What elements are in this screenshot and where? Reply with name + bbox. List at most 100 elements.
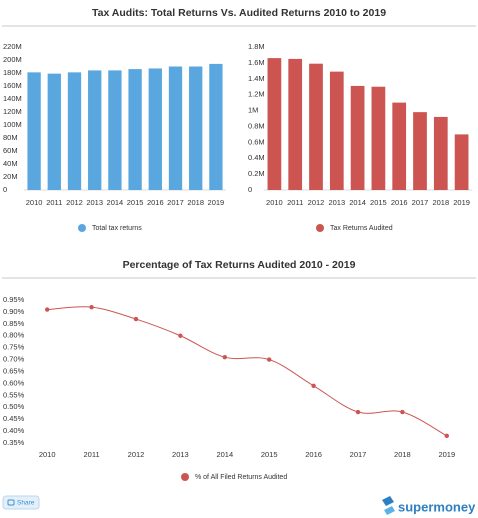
- x-tick-label: 2013: [328, 198, 345, 207]
- legend-marker: [181, 473, 189, 481]
- point: [89, 304, 94, 310]
- point: [400, 409, 405, 415]
- bar: [454, 134, 469, 190]
- point: [355, 409, 361, 415]
- x-tick-label: 2016: [391, 198, 408, 207]
- y-tick-label: 1.2M: [248, 90, 265, 99]
- x-tick-label: 2016: [305, 450, 322, 459]
- x-tick-label: 2019: [208, 198, 225, 207]
- y-tick-label: 1.8M: [248, 42, 265, 51]
- y-tick-label: 0.75%: [3, 343, 25, 352]
- bar: [209, 63, 223, 190]
- share-button[interactable]: Share: [2, 495, 40, 510]
- x-tick-label: 2010: [266, 198, 283, 207]
- chart-title: Percentage of Tax Returns Audited 2010 -…: [123, 259, 356, 271]
- y-tick-label: 220M: [3, 42, 22, 51]
- y-tick-label: 0.80%: [3, 331, 25, 340]
- x-tick-label: 2011: [46, 198, 62, 207]
- bar: [433, 116, 448, 190]
- point: [222, 355, 227, 360]
- x-tick-label: 2015: [127, 198, 144, 207]
- y-tick-label: 0.40%: [3, 426, 25, 435]
- point: [267, 357, 272, 362]
- y-tick-label: 40M: [3, 159, 18, 168]
- y-tick-label: 0.35%: [3, 438, 25, 447]
- bar: [27, 72, 41, 190]
- point: [178, 333, 183, 338]
- x-tick-label: 2012: [128, 450, 145, 459]
- y-tick-label: 0.8M: [248, 121, 265, 130]
- x-tick-label: 2014: [216, 450, 233, 459]
- y-tick-label: 0.6M: [248, 137, 265, 146]
- x-tick-label: 2018: [394, 450, 411, 459]
- x-tick-label: 2013: [172, 450, 189, 459]
- y-tick-label: 0.2M: [248, 169, 265, 178]
- logo-mark: [382, 496, 394, 506]
- y-tick-label: 160M: [3, 81, 22, 90]
- bar: [47, 73, 61, 190]
- y-tick-label: 0.4M: [248, 153, 265, 162]
- bar: [168, 66, 183, 190]
- share-box[interactable]: [2, 495, 40, 510]
- x-tick-label: 2017: [350, 450, 367, 459]
- legend-marker: [78, 224, 86, 232]
- y-tick-label: 0.90%: [3, 307, 25, 316]
- main-title: Tax Audits: Total Returns Vs. Audited Re…: [92, 7, 386, 19]
- x-tick-label: 2013: [86, 198, 103, 207]
- bar: [267, 58, 282, 190]
- x-tick-label: 2014: [107, 198, 124, 207]
- x-tick-label: 2018: [187, 198, 204, 207]
- x-tick-label: 2017: [167, 198, 184, 207]
- y-tick-label: 1M: [248, 106, 258, 115]
- x-tick-label: 2018: [432, 198, 449, 207]
- y-tick-label: 0: [248, 185, 252, 194]
- brand-name[interactable]: supermoney: [398, 499, 476, 514]
- y-tick-label: 20M: [3, 172, 18, 181]
- x-tick-label: 2010: [26, 198, 43, 207]
- bar: [309, 63, 323, 190]
- legend-label: Tax Returns Audited: [330, 225, 393, 232]
- bar: [350, 85, 365, 190]
- bar: [67, 72, 82, 190]
- y-tick-label: 0.60%: [3, 378, 25, 387]
- bar: [329, 71, 344, 190]
- y-tick-label: 0.50%: [3, 402, 25, 411]
- x-tick-label: 2016: [147, 198, 164, 207]
- logo-mark: [384, 506, 395, 515]
- y-tick-label: 140M: [3, 94, 22, 103]
- bar: [88, 70, 102, 190]
- y-tick-label: 0.85%: [3, 319, 25, 328]
- y-tick-label: 1.6M: [248, 58, 265, 67]
- point: [444, 433, 449, 439]
- legend-label: % of All Filed Returns Audited: [195, 474, 287, 481]
- y-tick-label: 0.55%: [3, 390, 25, 399]
- x-tick-label: 2011: [287, 198, 303, 207]
- bar: [128, 69, 142, 190]
- bar: [108, 70, 122, 190]
- line: [47, 306, 448, 437]
- y-tick-label: 120M: [3, 107, 22, 116]
- y-tick-label: 1.4M: [248, 74, 265, 83]
- x-tick-label: 2014: [349, 198, 366, 207]
- x-tick-label: 2012: [308, 198, 325, 207]
- x-tick-label: 2019: [438, 450, 455, 459]
- y-tick-label: 0.45%: [3, 414, 25, 423]
- x-tick-label: 2017: [412, 198, 429, 207]
- brand-logo[interactable]: supermoney: [382, 496, 476, 515]
- bar: [371, 86, 386, 190]
- y-tick-label: 0.95%: [3, 295, 25, 304]
- point: [133, 316, 139, 322]
- bar: [189, 66, 203, 190]
- x-tick-label: 2010: [39, 450, 56, 459]
- share-label[interactable]: Share: [17, 500, 35, 507]
- point: [45, 307, 50, 312]
- bar: [288, 58, 303, 190]
- bar: [413, 112, 427, 190]
- legend-marker: [316, 224, 324, 232]
- y-tick-label: 60M: [3, 146, 18, 155]
- x-tick-label: 2015: [370, 198, 387, 207]
- legend-label: Total tax returns: [92, 225, 142, 232]
- y-tick-label: 0.65%: [3, 366, 25, 375]
- y-tick-label: 0.70%: [3, 355, 25, 364]
